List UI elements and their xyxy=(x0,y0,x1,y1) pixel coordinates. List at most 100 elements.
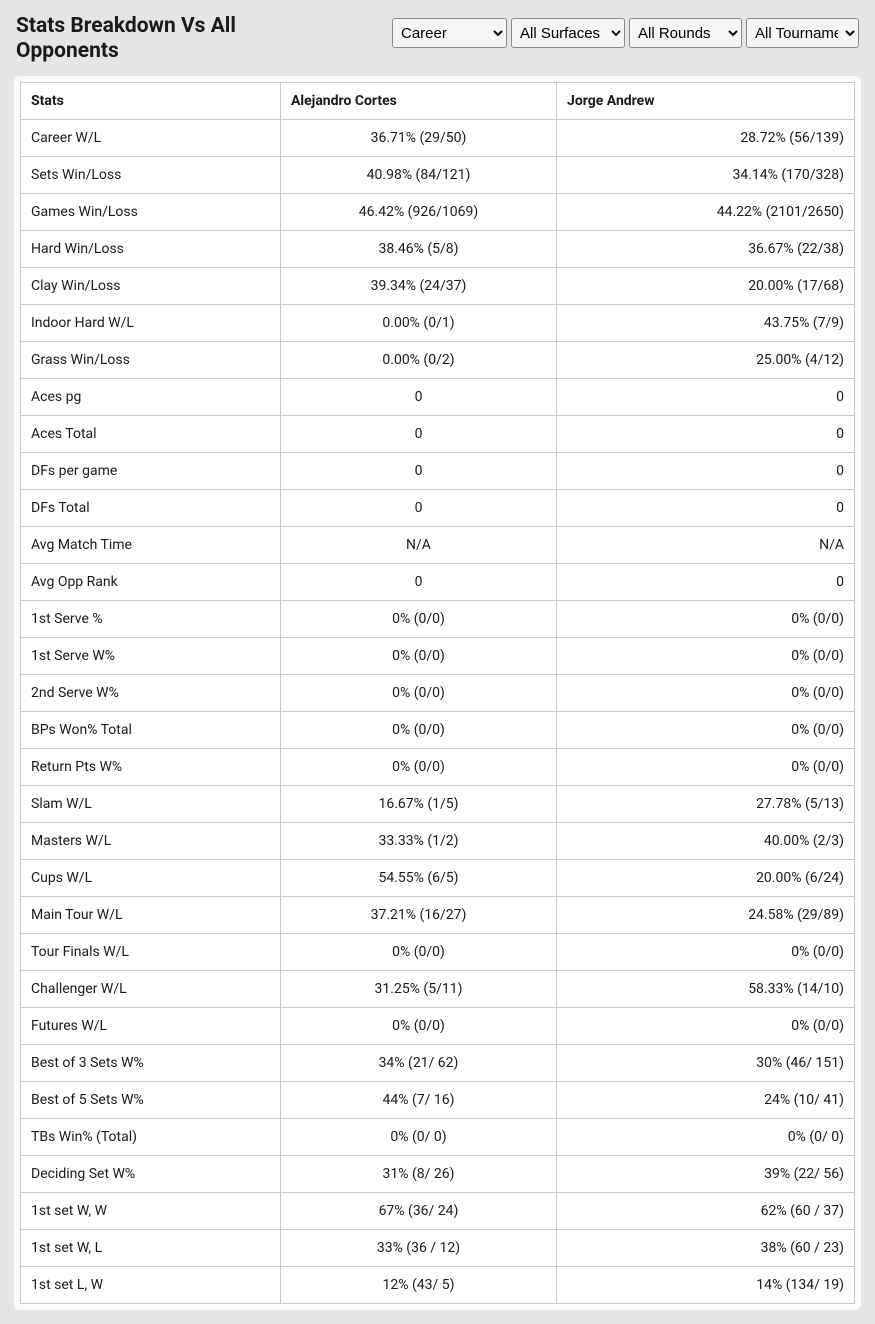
stat-name-cell: Best of 3 Sets W% xyxy=(21,1045,281,1082)
player2-cell: 0 xyxy=(557,416,855,453)
stat-name-cell: 1st Serve % xyxy=(21,601,281,638)
table-row: Indoor Hard W/L0.00% (0/1)43.75% (7/9) xyxy=(21,305,855,342)
player2-cell: N/A xyxy=(557,527,855,564)
round-select[interactable]: All Rounds xyxy=(629,18,742,48)
stat-name-cell: Games Win/Loss xyxy=(21,194,281,231)
player1-cell: 0 xyxy=(281,490,557,527)
table-row: Cups W/L54.55% (6/5)20.00% (6/24) xyxy=(21,860,855,897)
header-bar: Stats Breakdown Vs All Opponents Career … xyxy=(0,0,875,76)
player2-cell: 20.00% (6/24) xyxy=(557,860,855,897)
player2-cell: 0% (0/ 0) xyxy=(557,1119,855,1156)
player1-cell: 40.98% (84/121) xyxy=(281,157,557,194)
stat-name-cell: 2nd Serve W% xyxy=(21,675,281,712)
player1-cell: 0% (0/0) xyxy=(281,1008,557,1045)
player2-cell: 0 xyxy=(557,490,855,527)
player2-cell: 24.58% (29/89) xyxy=(557,897,855,934)
table-header-row: Stats Alejandro Cortes Jorge Andrew xyxy=(21,83,855,120)
player2-cell: 36.67% (22/38) xyxy=(557,231,855,268)
table-row: 1st Serve W%0% (0/0)0% (0/0) xyxy=(21,638,855,675)
player2-cell: 40.00% (2/3) xyxy=(557,823,855,860)
player2-cell: 28.72% (56/139) xyxy=(557,120,855,157)
table-row: Masters W/L33.33% (1/2)40.00% (2/3) xyxy=(21,823,855,860)
player1-cell: N/A xyxy=(281,527,557,564)
player1-cell: 0% (0/0) xyxy=(281,749,557,786)
table-row: Avg Opp Rank00 xyxy=(21,564,855,601)
player1-cell: 54.55% (6/5) xyxy=(281,860,557,897)
player1-cell: 0% (0/0) xyxy=(281,712,557,749)
player1-cell: 0% (0/ 0) xyxy=(281,1119,557,1156)
stat-name-cell: 1st Serve W% xyxy=(21,638,281,675)
player1-cell: 0% (0/0) xyxy=(281,675,557,712)
player2-cell: 0% (0/0) xyxy=(557,934,855,971)
table-row: Tour Finals W/L0% (0/0)0% (0/0) xyxy=(21,934,855,971)
stat-name-cell: Cups W/L xyxy=(21,860,281,897)
stats-table: Stats Alejandro Cortes Jorge Andrew Care… xyxy=(20,82,855,1304)
player1-cell: 39.34% (24/37) xyxy=(281,268,557,305)
player1-cell: 16.67% (1/5) xyxy=(281,786,557,823)
player1-cell: 0.00% (0/2) xyxy=(281,342,557,379)
player1-cell: 0.00% (0/1) xyxy=(281,305,557,342)
player1-cell: 38.46% (5/8) xyxy=(281,231,557,268)
table-row: Games Win/Loss46.42% (926/1069)44.22% (2… xyxy=(21,194,855,231)
stat-name-cell: 1st set W, L xyxy=(21,1230,281,1267)
table-row: DFs Total00 xyxy=(21,490,855,527)
table-row: Hard Win/Loss38.46% (5/8)36.67% (22/38) xyxy=(21,231,855,268)
table-row: BPs Won% Total0% (0/0)0% (0/0) xyxy=(21,712,855,749)
surface-select[interactable]: All Surfaces xyxy=(511,18,625,48)
player2-cell: 0% (0/0) xyxy=(557,749,855,786)
player1-cell: 31% (8/ 26) xyxy=(281,1156,557,1193)
stat-name-cell: Career W/L xyxy=(21,120,281,157)
player1-cell: 12% (43/ 5) xyxy=(281,1267,557,1304)
table-row: Return Pts W%0% (0/0)0% (0/0) xyxy=(21,749,855,786)
table-row: Main Tour W/L37.21% (16/27)24.58% (29/89… xyxy=(21,897,855,934)
player1-cell: 0 xyxy=(281,379,557,416)
player2-cell: 0 xyxy=(557,564,855,601)
player1-cell: 0 xyxy=(281,416,557,453)
table-row: Clay Win/Loss39.34% (24/37)20.00% (17/68… xyxy=(21,268,855,305)
player2-cell: 0 xyxy=(557,453,855,490)
player2-cell: 34.14% (170/328) xyxy=(557,157,855,194)
table-row: 1st set W, L33% (36 / 12)38% (60 / 23) xyxy=(21,1230,855,1267)
player1-cell: 67% (36/ 24) xyxy=(281,1193,557,1230)
stat-name-cell: Avg Match Time xyxy=(21,527,281,564)
player2-cell: 0% (0/0) xyxy=(557,675,855,712)
tournament-select[interactable]: All Tournaments xyxy=(746,18,859,48)
player2-cell: 14% (134/ 19) xyxy=(557,1267,855,1304)
table-row: Career W/L36.71% (29/50)28.72% (56/139) xyxy=(21,120,855,157)
stat-name-cell: Futures W/L xyxy=(21,1008,281,1045)
stat-name-cell: DFs per game xyxy=(21,453,281,490)
table-row: 1st set W, W67% (36/ 24)62% (60 / 37) xyxy=(21,1193,855,1230)
player2-cell: 24% (10/ 41) xyxy=(557,1082,855,1119)
stat-name-cell: 1st set W, W xyxy=(21,1193,281,1230)
player2-cell: 43.75% (7/9) xyxy=(557,305,855,342)
stat-name-cell: Grass Win/Loss xyxy=(21,342,281,379)
player2-cell: 62% (60 / 37) xyxy=(557,1193,855,1230)
player2-cell: 0 xyxy=(557,379,855,416)
stat-name-cell: Aces Total xyxy=(21,416,281,453)
stat-name-cell: Deciding Set W% xyxy=(21,1156,281,1193)
player1-cell: 37.21% (16/27) xyxy=(281,897,557,934)
stat-name-cell: Hard Win/Loss xyxy=(21,231,281,268)
player2-cell: 20.00% (17/68) xyxy=(557,268,855,305)
stat-name-cell: Best of 5 Sets W% xyxy=(21,1082,281,1119)
player2-cell: 38% (60 / 23) xyxy=(557,1230,855,1267)
col-header-player2: Jorge Andrew xyxy=(557,83,855,120)
table-row: Grass Win/Loss0.00% (0/2)25.00% (4/12) xyxy=(21,342,855,379)
player1-cell: 0% (0/0) xyxy=(281,601,557,638)
player1-cell: 0% (0/0) xyxy=(281,934,557,971)
player2-cell: 39% (22/ 56) xyxy=(557,1156,855,1193)
player2-cell: 25.00% (4/12) xyxy=(557,342,855,379)
player2-cell: 0% (0/0) xyxy=(557,638,855,675)
table-row: 2nd Serve W%0% (0/0)0% (0/0) xyxy=(21,675,855,712)
stat-name-cell: Clay Win/Loss xyxy=(21,268,281,305)
stat-name-cell: DFs Total xyxy=(21,490,281,527)
table-row: TBs Win% (Total)0% (0/ 0)0% (0/ 0) xyxy=(21,1119,855,1156)
stat-name-cell: Avg Opp Rank xyxy=(21,564,281,601)
player1-cell: 31.25% (5/11) xyxy=(281,971,557,1008)
stat-name-cell: Sets Win/Loss xyxy=(21,157,281,194)
table-row: Best of 3 Sets W%34% (21/ 62)30% (46/ 15… xyxy=(21,1045,855,1082)
player1-cell: 46.42% (926/1069) xyxy=(281,194,557,231)
player2-cell: 0% (0/0) xyxy=(557,712,855,749)
table-row: Deciding Set W%31% (8/ 26)39% (22/ 56) xyxy=(21,1156,855,1193)
period-select[interactable]: Career xyxy=(392,18,507,48)
